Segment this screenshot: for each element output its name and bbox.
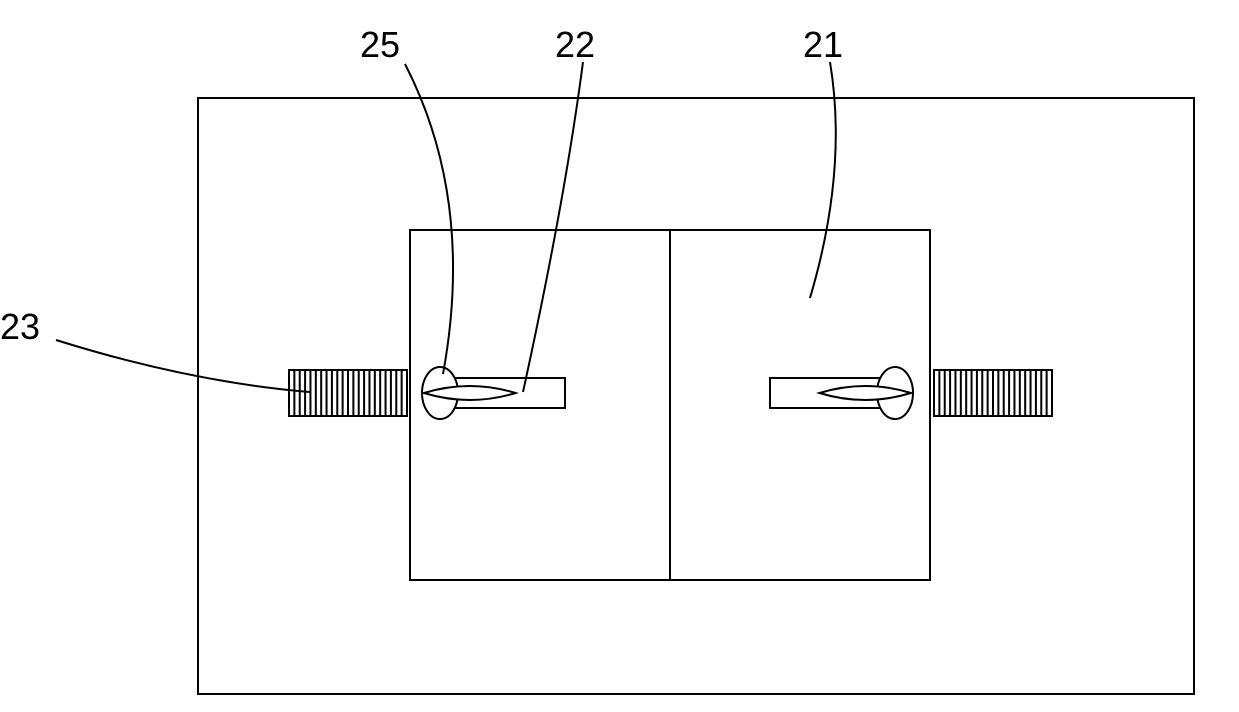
leader-22 bbox=[523, 62, 583, 392]
diagram-svg: 21 22 25 23 bbox=[0, 0, 1239, 712]
label-23: 23 bbox=[0, 306, 40, 347]
label-22: 22 bbox=[555, 24, 595, 65]
label-21: 21 bbox=[803, 24, 843, 65]
label-25: 25 bbox=[360, 24, 400, 65]
diagram-canvas: 21 22 25 23 bbox=[0, 0, 1239, 712]
leader-25 bbox=[405, 64, 453, 374]
leader-23 bbox=[56, 340, 310, 392]
